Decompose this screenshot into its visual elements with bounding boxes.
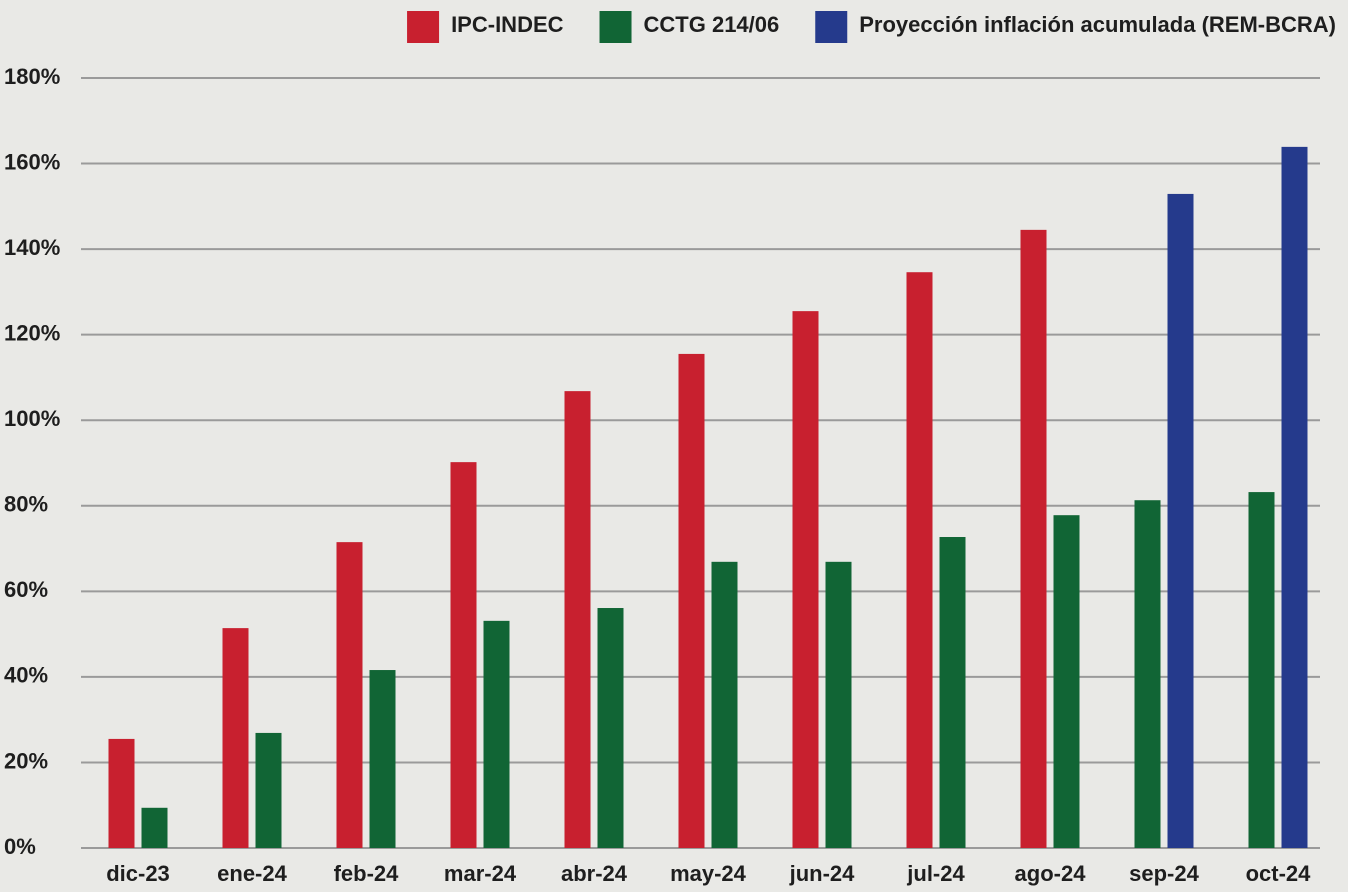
bar [255,732,282,848]
y-tick-label: 180% [4,64,60,89]
bar [1248,492,1275,848]
x-tick-label: abr-24 [561,861,628,886]
bar [1020,229,1047,849]
y-tick-label: 40% [4,663,48,688]
bar [597,608,624,848]
bar [1167,193,1194,848]
legend-swatch [407,11,440,43]
bar [825,561,852,848]
x-tick-label: feb-24 [334,861,400,886]
bar [1134,500,1161,848]
legend-label: Proyección inflación acumulada (REM-BCRA… [859,12,1336,37]
legend-swatch [815,11,848,43]
y-tick-label: 0% [4,834,36,859]
x-tick-label: may-24 [670,861,747,886]
y-tick-label: 60% [4,577,48,602]
x-tick-label: ago-24 [1015,861,1087,886]
x-tick-label: jun-24 [789,861,856,886]
y-tick-label: 100% [4,406,60,431]
bar [222,628,249,848]
x-tick-label: oct-24 [1246,861,1312,886]
x-tick-label: ene-24 [217,861,287,886]
x-tick-label: mar-24 [444,861,517,886]
bar [939,537,966,848]
bar [483,620,510,848]
bar [1053,515,1080,848]
bar [792,311,819,848]
x-tick-label: jul-24 [906,861,965,886]
x-tick-label: sep-24 [1129,861,1199,886]
bar [369,670,396,848]
bar [711,561,738,848]
y-tick-label: 80% [4,492,48,517]
y-tick-label: 140% [4,235,60,260]
legend-label: IPC-INDEC [451,12,564,37]
bar [108,738,135,848]
bar [450,462,477,848]
bar [1281,146,1308,849]
x-tick-label: dic-23 [106,861,170,886]
legend-swatch [599,11,632,43]
bar [336,542,363,848]
bar [564,391,591,848]
y-tick-label: 20% [4,748,48,773]
bar [141,807,168,848]
bar [678,353,705,848]
y-tick-label: 160% [4,149,60,174]
legend-label: CCTG 214/06 [644,12,780,37]
bar [906,272,933,848]
y-tick-label: 120% [4,320,60,345]
